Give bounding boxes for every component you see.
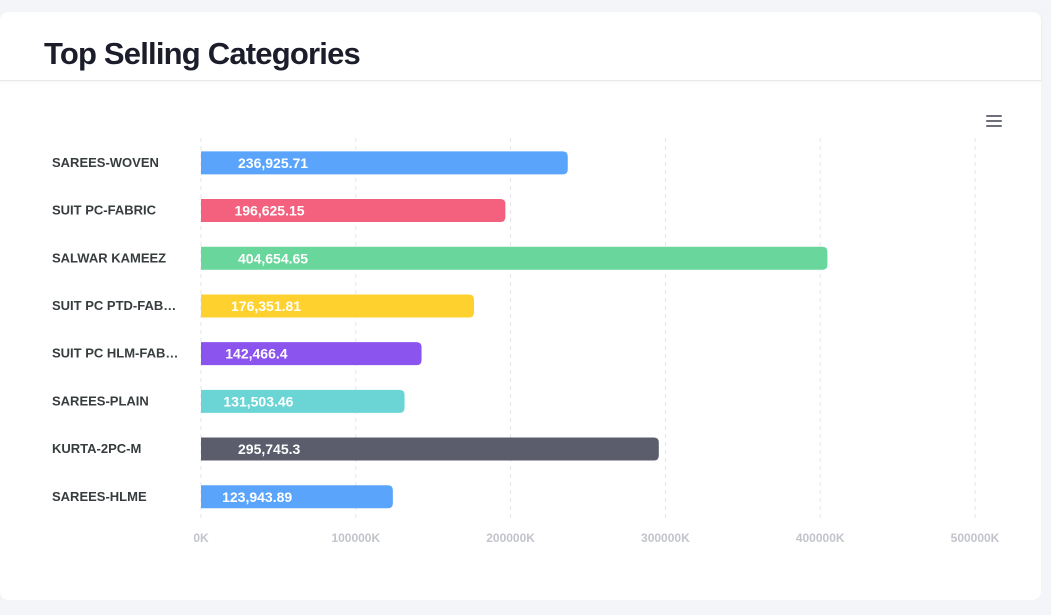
bar-value-label: 123,943.89 (222, 489, 292, 505)
category-label: SAREES-PLAIN (52, 393, 149, 408)
category-label: KURTA-2PC-M (52, 441, 141, 456)
category-label: SALWAR KAMEEZ (52, 250, 166, 265)
x-tick-label: 0K (193, 531, 209, 545)
category-label: SUIT PC HLM-FAB… (52, 346, 178, 361)
bar (201, 389, 405, 413)
chart-card: Top Selling Categories (0, 12, 1041, 600)
bar (201, 342, 422, 366)
bar-value-label: 295,745.3 (238, 441, 300, 457)
bar-value-label: 131,503.46 (223, 393, 293, 409)
bar (201, 294, 474, 318)
category-label: SAREES-WOVEN (52, 155, 159, 170)
category-label: SUIT PC-FABRIC (52, 203, 157, 218)
bar-value-label: 236,925.71 (238, 155, 308, 171)
category-label: SAREES-HLME (52, 489, 147, 504)
bar (201, 151, 568, 175)
page-title: Top Selling Categories (44, 36, 361, 71)
x-tick-label: 500000K (951, 531, 1000, 545)
hamburger-menu-icon[interactable] (986, 115, 1002, 127)
bar (201, 246, 828, 270)
bar-value-label: 142,466.4 (225, 346, 287, 362)
bar-value-label: 196,625.15 (234, 203, 304, 219)
bar (201, 437, 659, 461)
x-tick-label: 200000K (486, 531, 535, 545)
x-tick-label: 400000K (796, 531, 845, 545)
category-label: SUIT PC PTD-FAB… (52, 298, 176, 313)
bar (201, 199, 506, 223)
card-header: Top Selling Categories (0, 12, 1041, 81)
x-tick-label: 300000K (641, 531, 690, 545)
bar (201, 485, 393, 509)
bar-value-label: 404,654.65 (238, 250, 308, 266)
x-tick-label: 100000K (331, 531, 380, 545)
bar-value-label: 176,351.81 (231, 298, 301, 314)
